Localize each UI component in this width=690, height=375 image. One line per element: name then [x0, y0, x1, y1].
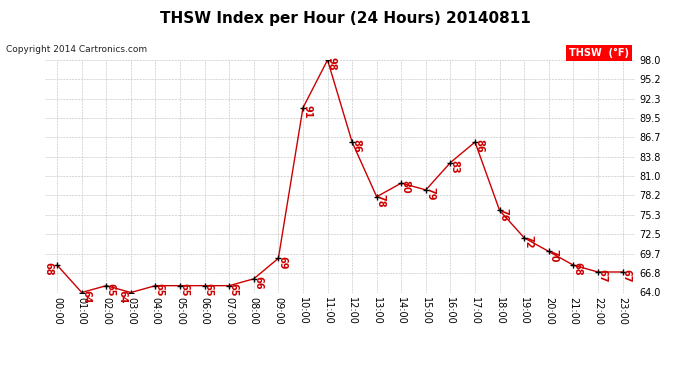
Text: 65: 65: [155, 283, 165, 296]
Text: 65: 65: [106, 283, 115, 296]
Text: 68: 68: [43, 262, 54, 276]
Text: 86: 86: [474, 139, 484, 153]
Text: 69: 69: [277, 255, 288, 269]
Text: 67: 67: [597, 269, 607, 283]
Text: 64: 64: [81, 290, 91, 303]
Text: 80: 80: [400, 180, 411, 194]
Text: 65: 65: [228, 283, 238, 296]
Text: 86: 86: [351, 139, 362, 153]
Text: 91: 91: [302, 105, 312, 118]
Text: 64: 64: [117, 290, 128, 303]
Text: 67: 67: [622, 269, 631, 283]
Text: 65: 65: [204, 283, 214, 296]
Text: 65: 65: [179, 283, 189, 296]
Text: 98: 98: [326, 57, 337, 71]
Text: 83: 83: [450, 160, 460, 173]
Text: 72: 72: [523, 235, 533, 249]
Text: Copyright 2014 Cartronics.com: Copyright 2014 Cartronics.com: [6, 45, 147, 54]
Text: 78: 78: [376, 194, 386, 208]
Text: THSW  (°F): THSW (°F): [569, 48, 629, 58]
Text: 76: 76: [499, 208, 509, 221]
Text: THSW Index per Hour (24 Hours) 20140811: THSW Index per Hour (24 Hours) 20140811: [159, 11, 531, 26]
Text: 66: 66: [253, 276, 263, 290]
Text: 68: 68: [573, 262, 582, 276]
Text: 79: 79: [425, 187, 435, 201]
Text: 70: 70: [548, 249, 558, 262]
